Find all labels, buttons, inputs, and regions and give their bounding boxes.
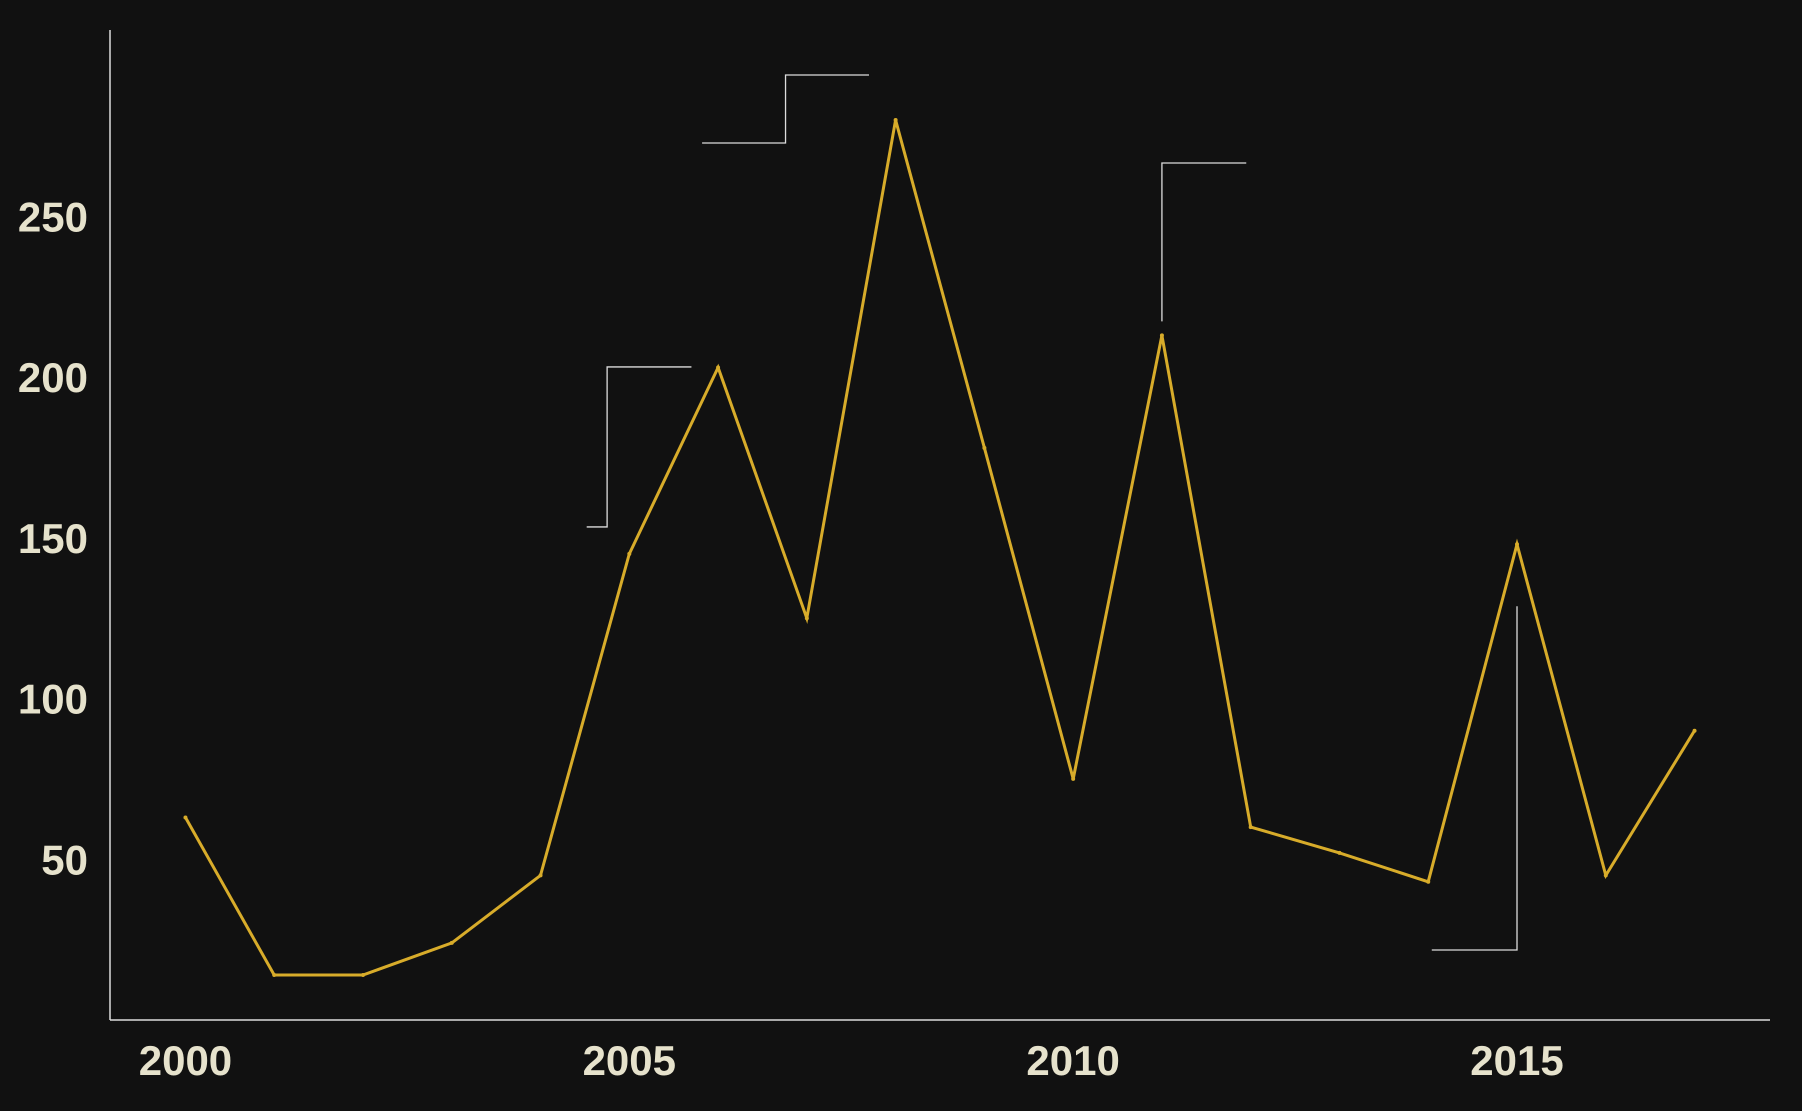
y-tick-label: 150 <box>18 515 88 562</box>
axis-layer <box>109 30 1770 1021</box>
data-point <box>1603 873 1608 878</box>
data-point <box>538 873 543 878</box>
x-tick-label: 2000 <box>139 1037 232 1084</box>
y-tick-labels: 50 100 150 200 250 <box>18 193 88 883</box>
data-point <box>627 551 632 556</box>
data-point <box>183 815 188 820</box>
annotation-leader <box>702 74 869 144</box>
data-point <box>1248 825 1253 830</box>
annotation-layer <box>586 74 1518 951</box>
data-point <box>804 616 809 621</box>
data-point <box>1159 333 1164 338</box>
series-line <box>184 119 1696 977</box>
annotation-leader <box>1161 162 1247 322</box>
data-point <box>1515 542 1520 547</box>
y-tick-label: 200 <box>18 354 88 401</box>
series-layer <box>183 118 1697 977</box>
data-point <box>716 365 721 370</box>
data-point <box>449 940 454 945</box>
data-point <box>1337 850 1342 855</box>
data-point <box>272 973 277 977</box>
x-tick-label: 2015 <box>1470 1037 1563 1084</box>
annotation-leader <box>1431 606 1518 951</box>
x-tick-label: 2010 <box>1026 1037 1119 1084</box>
y-tick-label: 100 <box>18 676 88 723</box>
y-tick-label: 50 <box>41 836 88 883</box>
y-tick-label: 250 <box>18 193 88 240</box>
annotation-leader <box>586 366 692 528</box>
data-point <box>893 118 898 122</box>
x-tick-labels: 2000 2005 2010 2015 <box>139 1037 1564 1084</box>
data-point <box>1071 776 1076 781</box>
data-point <box>1692 728 1697 733</box>
data-point <box>1426 879 1431 884</box>
x-tick-label: 2005 <box>583 1037 676 1084</box>
data-point <box>360 973 365 977</box>
data-point <box>982 445 987 450</box>
